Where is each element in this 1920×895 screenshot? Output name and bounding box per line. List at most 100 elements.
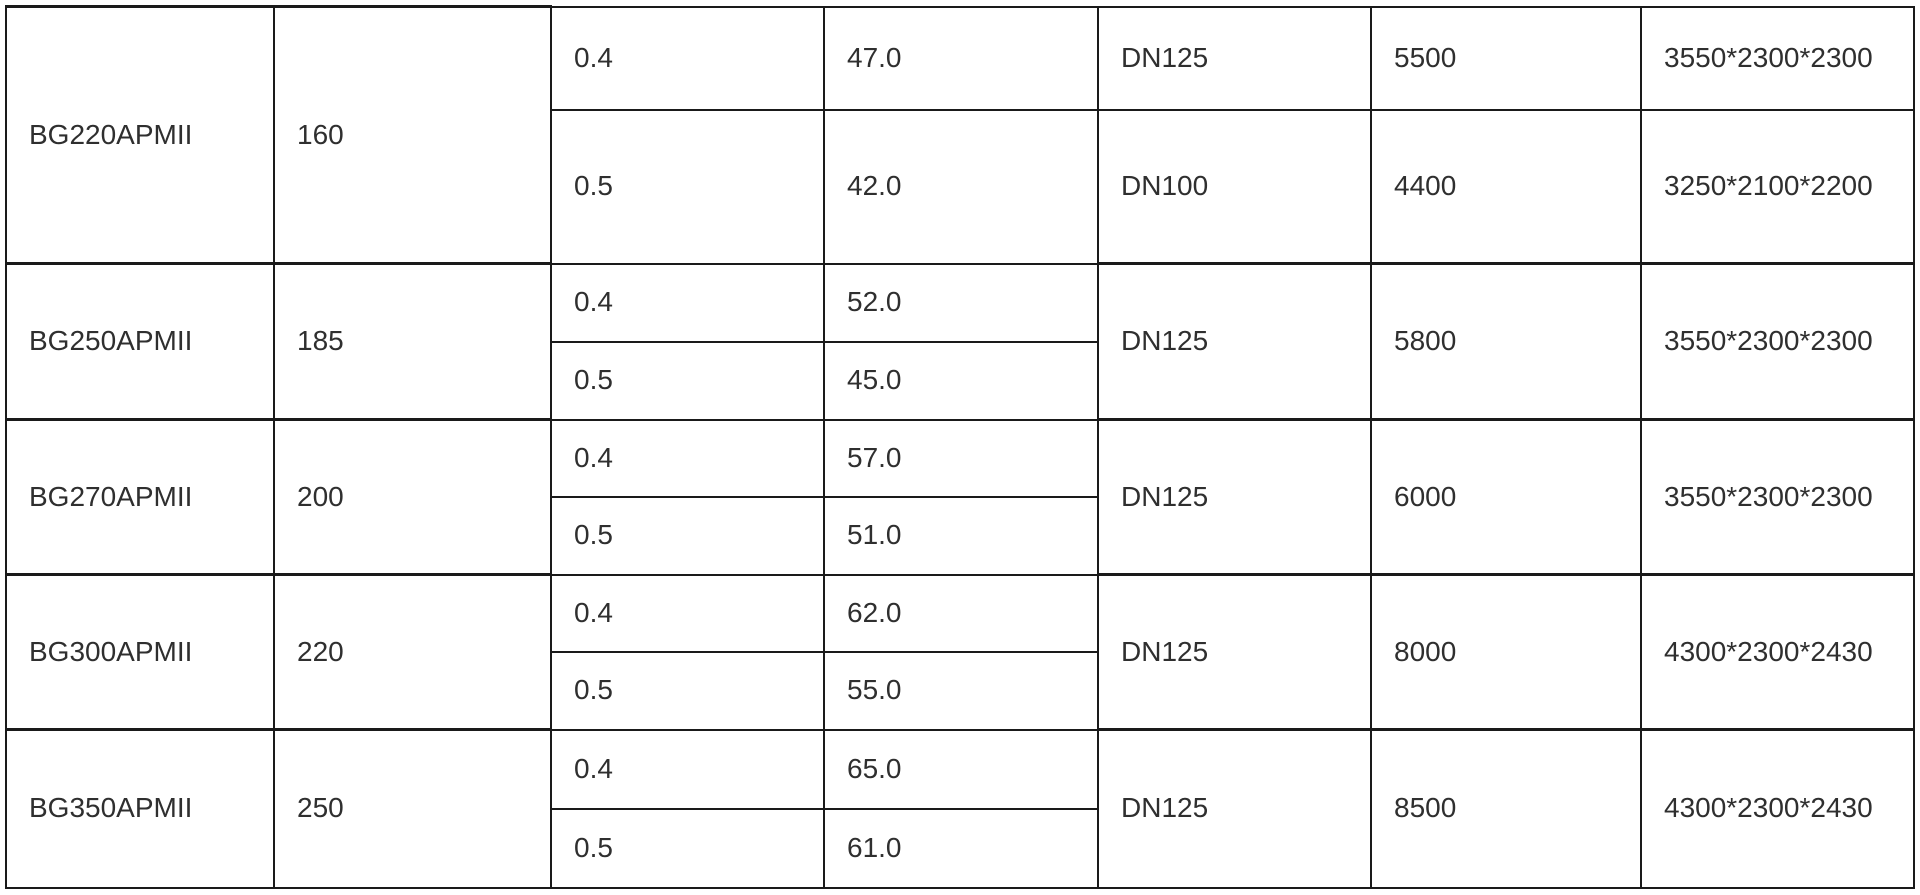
flow-value: 47.0 <box>847 41 902 73</box>
cell-outlet: DN125 <box>1097 728 1372 889</box>
cell-dimension: 4300*2300*2430 <box>1640 728 1915 889</box>
cell-outlet: DN125 <box>1097 262 1372 421</box>
cell-pressure: 0.5 <box>550 495 825 576</box>
cell-weight: 5800 <box>1370 262 1642 421</box>
model-value: BG270APMII <box>29 480 193 512</box>
cell-model: BG250APMII <box>5 262 275 421</box>
pressure-value: 0.4 <box>574 752 613 784</box>
dimension-value: 3550*2300*2300 <box>1664 325 1873 357</box>
power-value: 250 <box>297 792 344 824</box>
model-value: BG350APMII <box>29 792 193 824</box>
table-row: 0.5 61.0 <box>6 807 1914 889</box>
cell-model: BG270APMII <box>5 418 275 576</box>
cell-model: BG300APMII <box>5 573 275 731</box>
table-row: BG220APMII 160 0.4 47.0 DN125 5500 <box>5 5 1915 265</box>
flow-value: 51.0 <box>847 519 902 551</box>
cell-power: 250 <box>273 728 552 889</box>
cell-outlet: DN125 <box>1097 418 1372 576</box>
cell-pressure: 0.5 <box>550 650 825 731</box>
pressure-value: 0.4 <box>574 596 613 628</box>
dimension-value: 4300*2300*2430 <box>1664 635 1873 667</box>
pressure-value: 0.4 <box>574 441 613 473</box>
cell-dimension: 3250*2100*2200 <box>1640 108 1915 265</box>
cell-model: BG220APMII <box>5 5 275 265</box>
specification-table: BG220APMII 160 0.4 47.0 DN125 5500 <box>5 5 1915 889</box>
cell-flow: 42.0 <box>823 108 1099 265</box>
pressure-value: 0.5 <box>574 170 613 202</box>
cell-outlet: DN100 <box>1097 108 1372 265</box>
table-row: BG250APMII 185 0.4 52.0 DN125 5800 <box>5 262 1915 421</box>
cell-weight: 8000 <box>1370 573 1642 731</box>
cell-flow: 51.0 <box>823 495 1099 576</box>
cell-pressure: 0.5 <box>550 108 825 265</box>
cell-power: 185 <box>273 262 552 421</box>
cell-pressure: 0.4 <box>550 262 825 343</box>
cell-pressure: 0.4 <box>550 728 825 810</box>
cell-weight: 8500 <box>1370 728 1642 889</box>
weight-value: 8000 <box>1394 635 1457 667</box>
weight-value: 5500 <box>1394 41 1457 73</box>
flow-value: 52.0 <box>847 286 902 318</box>
dimension-value: 3550*2300*2300 <box>1664 41 1873 73</box>
cell-dimension: 3550*2300*2300 <box>1640 262 1915 421</box>
dimension-value: 3250*2100*2200 <box>1664 169 1873 201</box>
pressure-value: 0.5 <box>574 831 613 863</box>
cell-flow: 61.0 <box>823 807 1099 889</box>
flow-value: 57.0 <box>847 441 902 473</box>
cell-flow: 52.0 <box>823 262 1099 343</box>
power-value: 220 <box>297 635 344 667</box>
table-row: 0.5 55.0 <box>6 650 1914 731</box>
cell-weight: 4400 <box>1370 108 1642 265</box>
flow-value: 45.0 <box>847 364 902 396</box>
outlet-value: DN100 <box>1121 169 1209 201</box>
outlet-value: DN125 <box>1121 325 1209 357</box>
dimension-value: 4300*2300*2430 <box>1664 792 1873 824</box>
cell-dimension: 3550*2300*2300 <box>1640 418 1915 576</box>
cell-model: BG350APMII <box>5 728 275 889</box>
cell-power: 160 <box>273 5 552 265</box>
cell-pressure: 0.5 <box>550 340 825 421</box>
table-row: BG300APMII 220 0.4 62.0 DN125 8000 <box>5 573 1915 731</box>
cell-flow: 57.0 <box>823 418 1099 498</box>
table-row: BG350APMII 250 0.4 65.0 DN125 8500 <box>5 728 1915 889</box>
model-value: BG220APMII <box>29 118 193 150</box>
cell-flow: 62.0 <box>823 573 1099 653</box>
cell-outlet: DN125 <box>1097 5 1372 111</box>
cell-power: 220 <box>273 573 552 731</box>
cell-pressure: 0.4 <box>550 5 825 111</box>
pressure-value: 0.5 <box>574 364 613 396</box>
flow-value: 65.0 <box>847 752 902 784</box>
cell-pressure: 0.5 <box>550 807 825 889</box>
table-row: 0.5 42.0 DN100 4400 3250*2100*2200 <box>6 108 1915 265</box>
cell-dimension: 4300*2300*2430 <box>1640 573 1915 731</box>
flow-value: 61.0 <box>847 831 902 863</box>
power-value: 200 <box>297 480 344 512</box>
cell-flow: 47.0 <box>823 5 1099 111</box>
weight-value: 4400 <box>1394 169 1457 201</box>
cell-weight: 5500 <box>1370 5 1642 111</box>
table-row: 0.5 45.0 <box>6 340 1914 421</box>
pressure-value: 0.5 <box>574 674 613 706</box>
pressure-value: 0.4 <box>574 41 613 73</box>
outlet-value: DN125 <box>1121 41 1209 73</box>
outlet-value: DN125 <box>1121 792 1209 824</box>
dimension-value: 3550*2300*2300 <box>1664 480 1873 512</box>
pressure-value: 0.4 <box>574 286 613 318</box>
cell-outlet: DN125 <box>1097 573 1372 731</box>
cell-flow: 65.0 <box>823 728 1099 810</box>
outlet-value: DN125 <box>1121 480 1209 512</box>
power-value: 160 <box>297 118 344 150</box>
cell-flow: 55.0 <box>823 650 1099 731</box>
power-value: 185 <box>297 325 344 357</box>
weight-value: 8500 <box>1394 792 1457 824</box>
cell-dimension: 3550*2300*2300 <box>1640 5 1915 111</box>
model-value: BG250APMII <box>29 325 193 357</box>
cell-pressure: 0.4 <box>550 573 825 653</box>
cell-weight: 6000 <box>1370 418 1642 576</box>
outlet-value: DN125 <box>1121 635 1209 667</box>
pressure-value: 0.5 <box>574 519 613 551</box>
model-value: BG300APMII <box>29 635 193 667</box>
weight-value: 5800 <box>1394 325 1457 357</box>
table-body: BG220APMII 160 0.4 47.0 DN125 5500 <box>5 5 1915 889</box>
